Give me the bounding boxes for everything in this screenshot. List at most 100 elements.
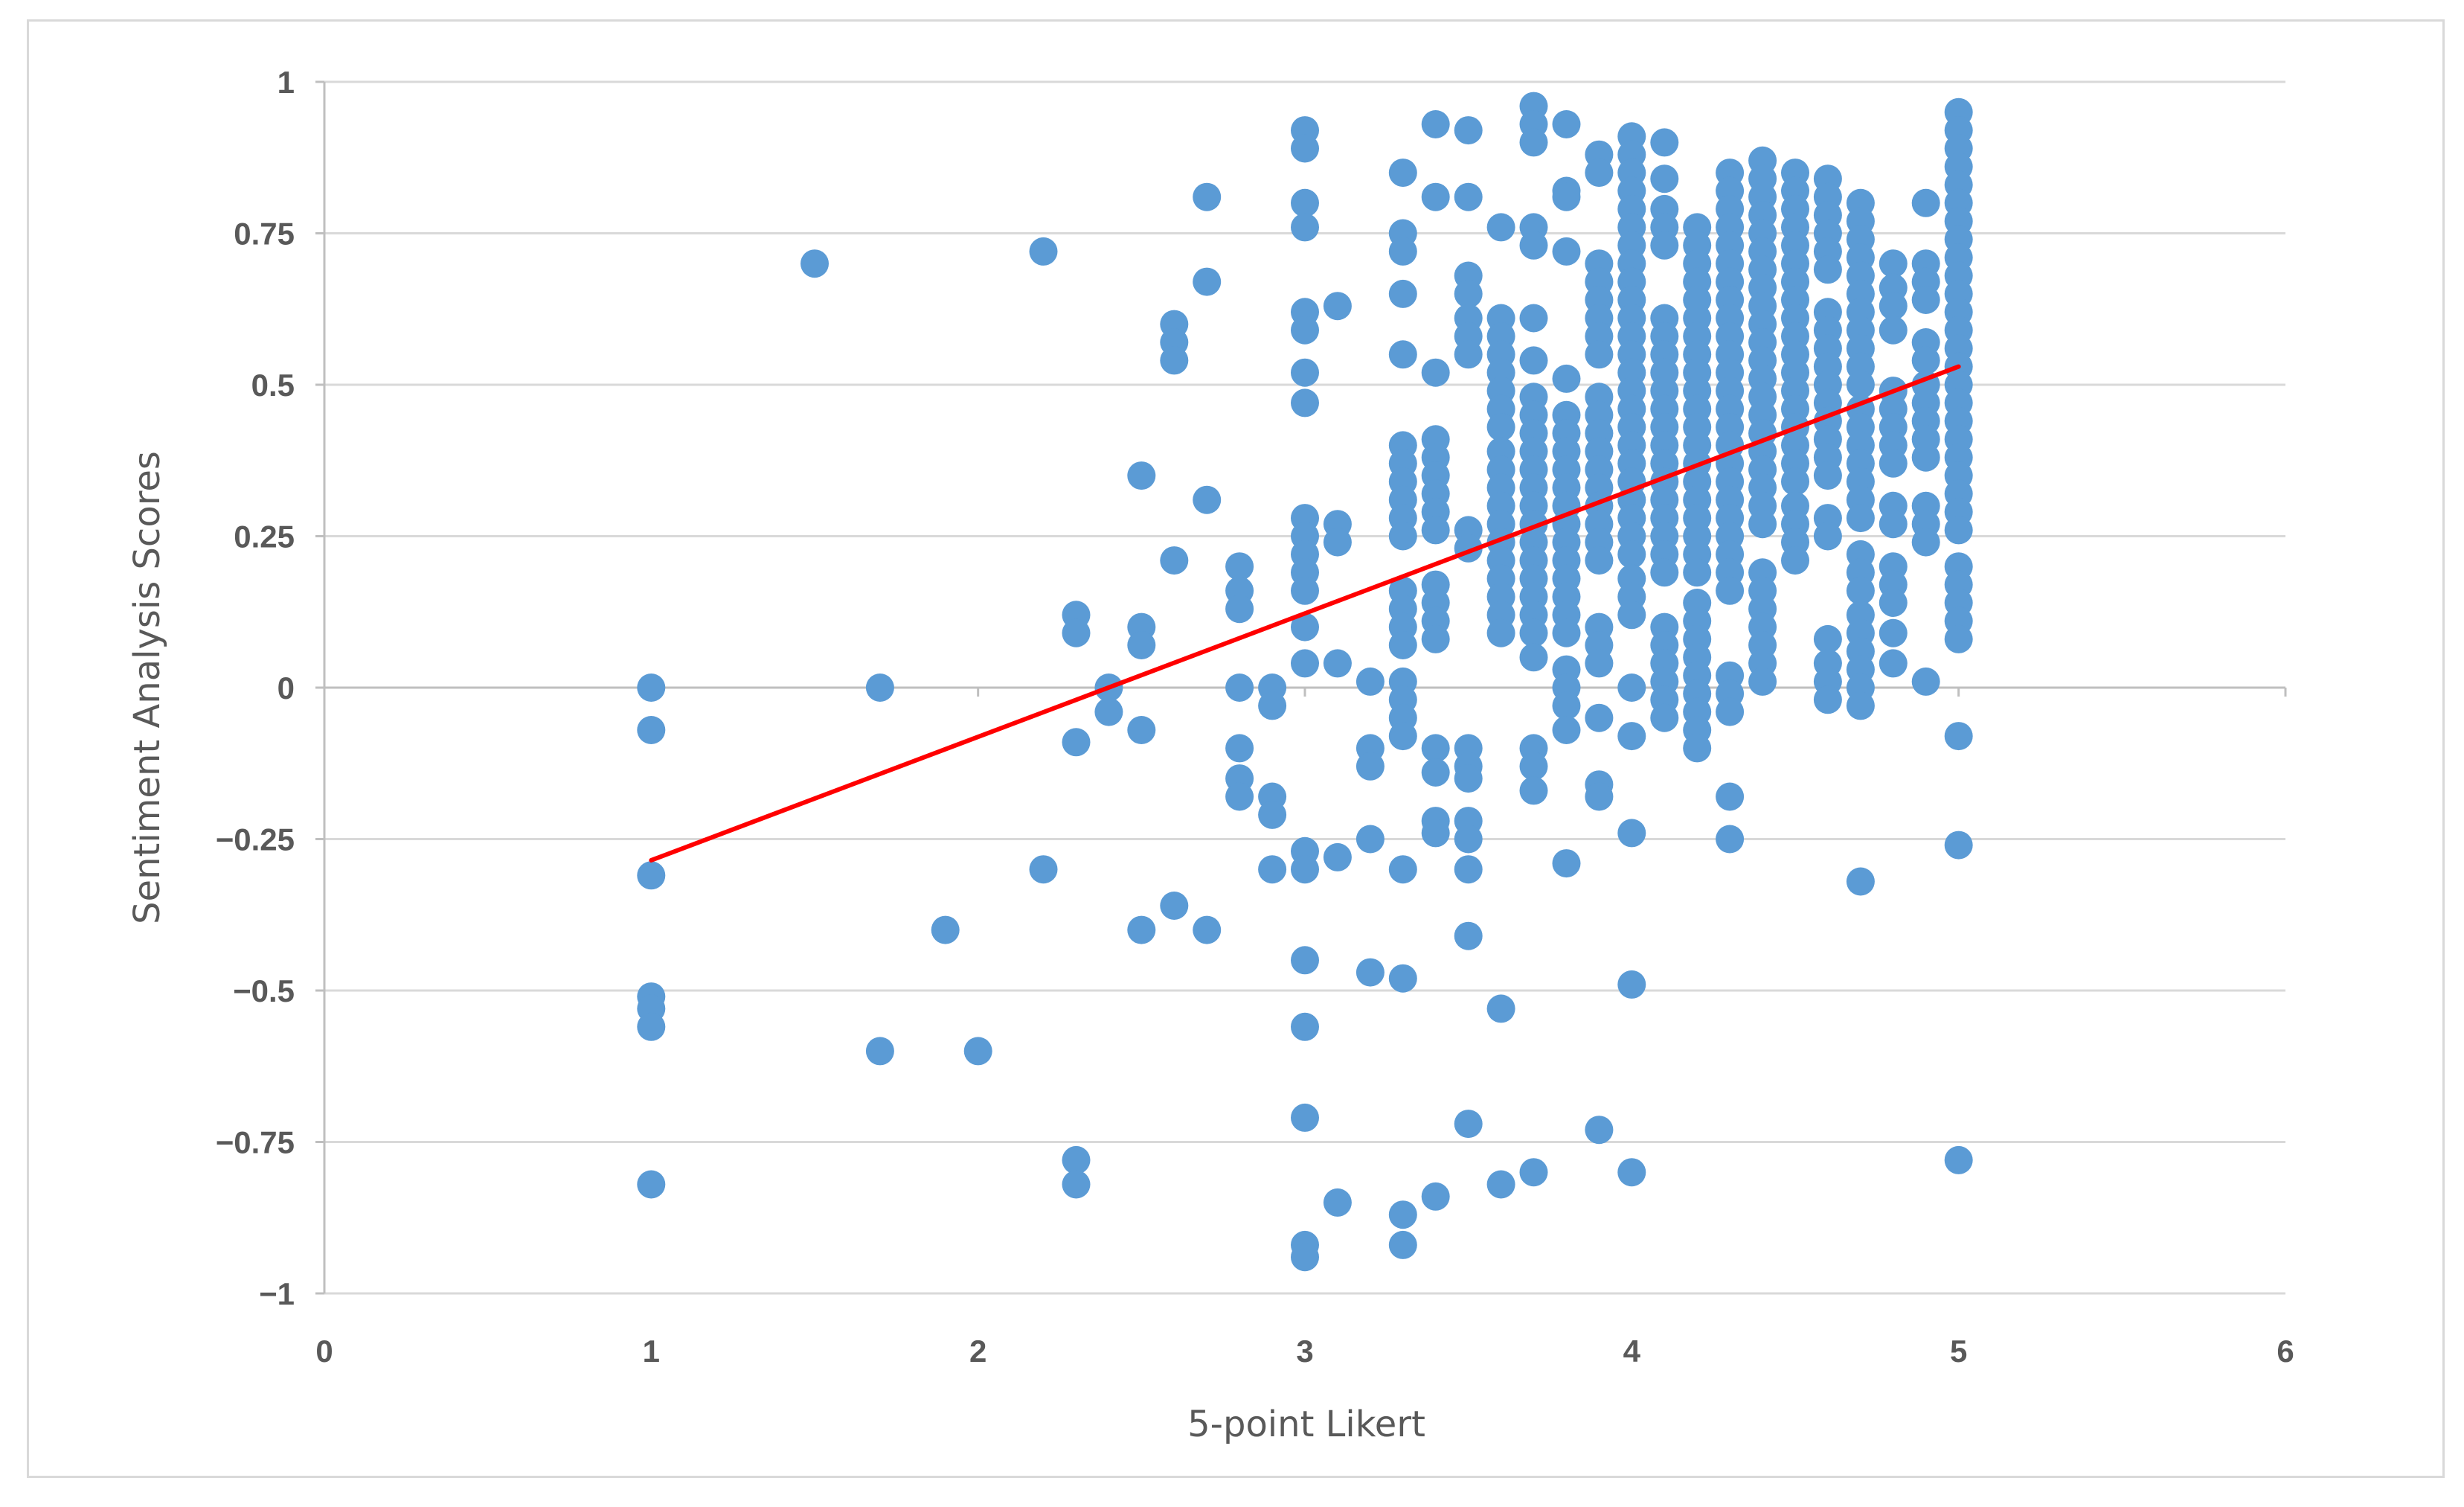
data-point [1911,443,1940,472]
data-point [1879,449,1908,478]
data-point [1748,667,1777,696]
data-point [1388,1200,1417,1229]
x-tick-label: 3 [1296,1334,1313,1369]
data-point [1944,1145,1973,1174]
data-point [1585,546,1614,575]
data-point [637,716,666,744]
data-point [1911,346,1940,375]
data-point [1388,855,1417,884]
x-tick-label: 6 [2277,1334,2294,1369]
y-tick-label: 1 [277,65,295,100]
data-point [1193,485,1222,514]
data-point [1323,528,1352,557]
y-tick-label: −0.75 [216,1125,295,1160]
data-point [637,1170,666,1199]
data-point [1160,546,1189,575]
data-point [1486,618,1515,647]
data-point [1323,649,1352,678]
data-point [1421,734,1450,763]
data-point [1519,231,1548,260]
data-point [1879,316,1908,345]
data-point [1486,213,1515,242]
data-point [1454,182,1483,211]
data-point [1225,673,1254,702]
x-tick-label: 5 [1950,1334,1967,1369]
data-point [865,673,894,702]
data-point [1846,576,1875,605]
data-point [1650,703,1679,732]
data-point [1813,255,1842,284]
data-point [1650,231,1679,260]
data-point [1748,510,1777,539]
data-point [1421,819,1450,848]
data-point [1421,182,1450,211]
data-point [1716,697,1745,726]
data-point [1617,601,1646,630]
y-tick-label: −1 [259,1276,295,1311]
x-tick-label: 1 [643,1334,660,1369]
data-point [1879,589,1908,617]
data-point [1879,649,1908,678]
data-point [1911,528,1940,557]
data-point [1585,159,1614,188]
data-point [1585,340,1614,369]
data-point [1291,576,1319,605]
data-point [1258,691,1287,720]
gridlines [324,80,2285,1295]
data-point [1911,188,1940,217]
data-point [1519,128,1548,157]
data-point [1813,685,1842,714]
data-point [1388,722,1417,751]
data-point [1160,346,1189,375]
data-point [1193,267,1222,296]
data-point [1519,643,1548,672]
data-point [1160,892,1189,920]
data-point [1846,691,1875,720]
data-point [1291,1012,1319,1041]
trendline [649,364,1961,863]
data-point [1094,697,1123,726]
data-point [1291,649,1319,678]
data-point [1519,618,1548,647]
data-point [1944,624,1973,653]
data-point [1225,782,1254,811]
data-point [1879,249,1908,278]
data-point [1879,618,1908,647]
data-point [1617,970,1646,999]
data-point [1323,292,1352,321]
data-point [1813,522,1842,551]
x-axis-title: 5-point Likert [1187,1404,1425,1445]
data-point [1617,722,1646,751]
data-point [1355,752,1385,781]
data-point [1062,1145,1091,1174]
y-tick-label: −0.25 [216,822,295,857]
data-point [1388,279,1417,308]
data-point [1193,915,1222,944]
y-tick-label: 0.75 [234,217,295,252]
data-point [801,249,829,278]
data-point [1519,776,1548,805]
data-point [1486,1170,1515,1199]
data-point [1127,461,1156,490]
data-point [1944,831,1973,860]
data-point [1617,1158,1646,1187]
y-axis-title: Sentiment Analysis Scores [126,451,168,924]
data-point [1421,758,1450,787]
data-point [1291,358,1319,387]
data-point [1454,825,1483,854]
data-point [1716,825,1745,854]
y-tick-label: 0 [277,671,295,705]
data-point [1291,1103,1319,1132]
data-point [1585,1116,1614,1145]
data-point [1421,110,1450,138]
data-point [1258,800,1287,829]
data-point [1421,358,1450,387]
data-point [931,915,960,944]
data-point [1193,182,1222,211]
data-point [1911,286,1940,314]
data-point [1585,782,1614,811]
data-point [1029,855,1058,884]
data-point [1388,237,1417,266]
y-tick-label: −0.5 [233,973,295,1008]
